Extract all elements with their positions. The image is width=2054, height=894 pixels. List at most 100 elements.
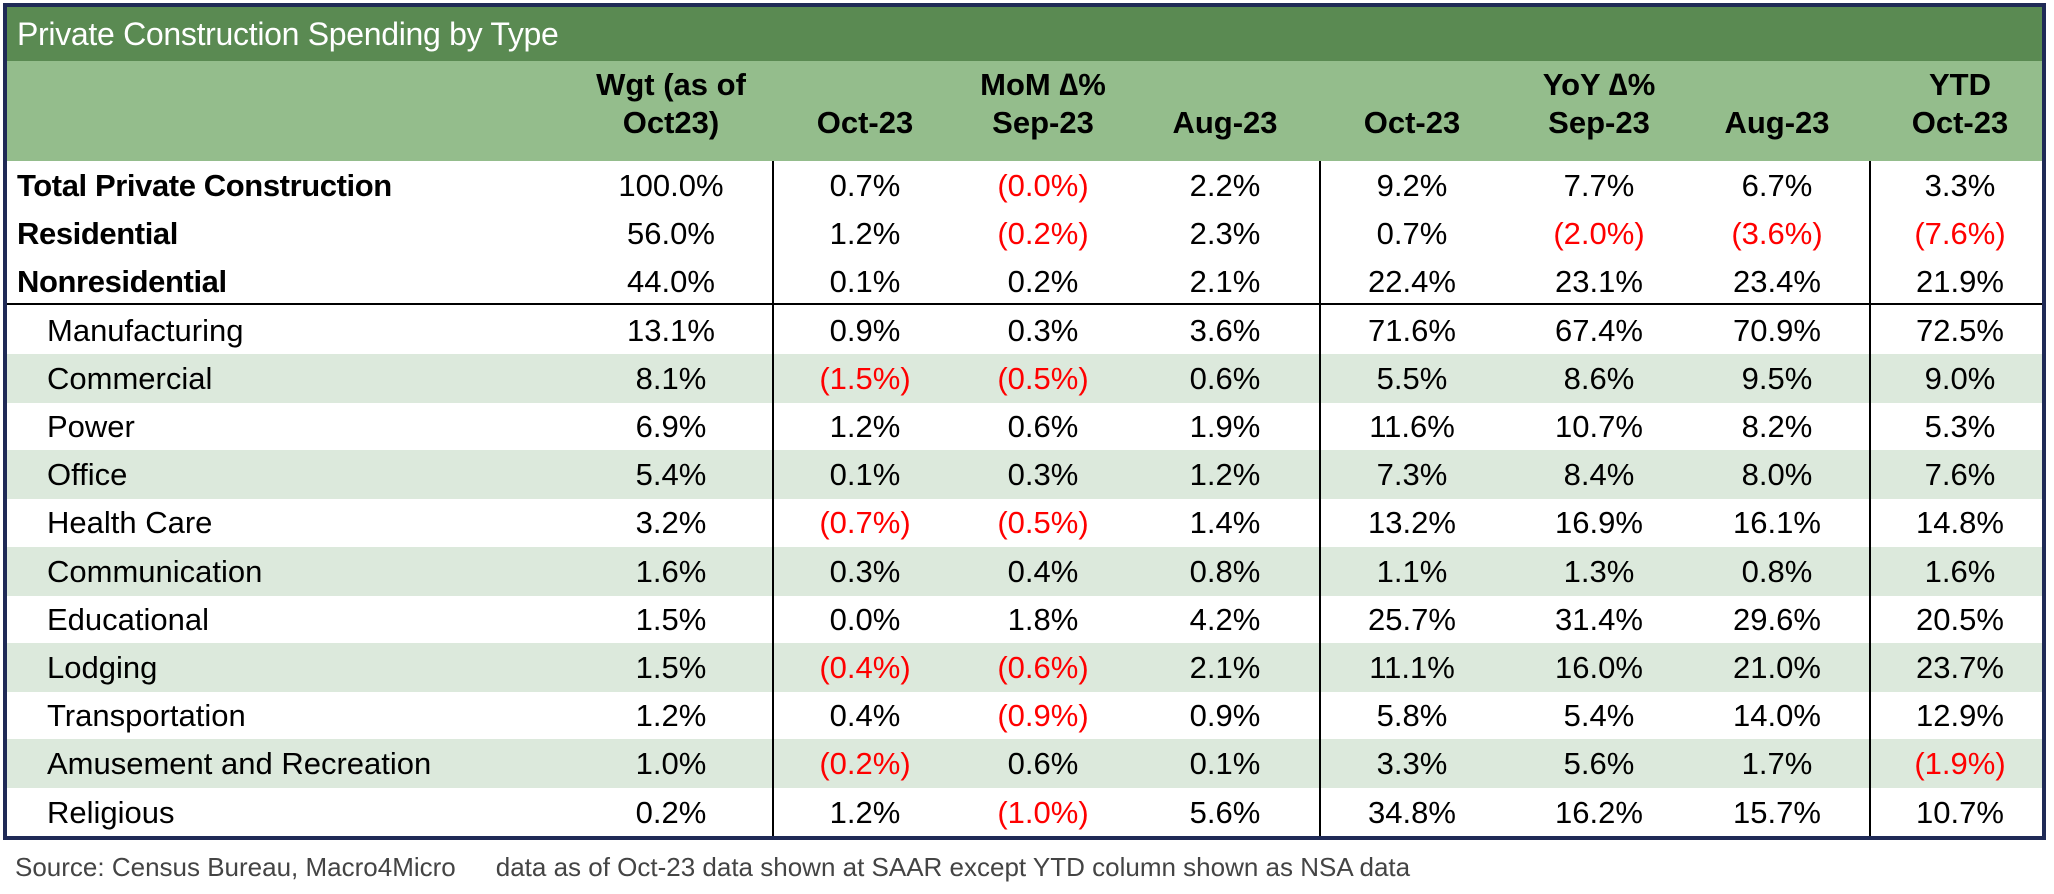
cell-mom-oct: 0.3% bbox=[829, 553, 901, 589]
cell-mom-sep: (1.0%) bbox=[997, 794, 1089, 830]
table-row: Religious 0.2% 1.2% (1.0%) 5.6% 34.8% 16.2% 15.… bbox=[7, 788, 2042, 837]
cell-mom-oct: (0.2%) bbox=[819, 746, 911, 782]
cell-mom-oct: 0.4% bbox=[829, 698, 901, 734]
table-row: Health Care 3.2% (0.7%) (0.5%) 1.4% 13.2% 16.9… bbox=[7, 498, 2042, 547]
cell-mom-oct: 0.9% bbox=[829, 312, 901, 348]
cell-ytd-oct: 23.7% bbox=[1916, 650, 2004, 685]
cell-mom-sep: (0.2%) bbox=[997, 216, 1089, 252]
cell-mom-oct: 1.2% bbox=[829, 409, 901, 444]
row-label: Nonresidential bbox=[17, 264, 227, 300]
table-row: Transportation 1.2% 0.4% (0.9%) 0.9% 5.8% 5.4%… bbox=[7, 691, 2042, 740]
row-label: Power bbox=[47, 409, 135, 444]
cell-mom-aug: 0.1% bbox=[1189, 746, 1261, 782]
cell-ytd-oct: 12.9% bbox=[1916, 698, 2004, 734]
cell-yoy-aug: 15.7% bbox=[1733, 794, 1821, 830]
cell-yoy-aug: 23.4% bbox=[1733, 264, 1821, 300]
cell-wgt: 13.1% bbox=[627, 312, 715, 348]
cell-yoy-aug: 8.2% bbox=[1741, 409, 1813, 444]
row-label: Religious bbox=[47, 794, 175, 830]
table-row: Total Private Construction 100.0% 0.7% (0.0… bbox=[7, 161, 2042, 210]
cell-wgt: 1.5% bbox=[635, 601, 707, 637]
source-footnote: Source: Census Bureau, Macro4Micro data a… bbox=[15, 850, 1410, 884]
cell-yoy-oct: 0.7% bbox=[1376, 216, 1448, 252]
cell-ytd-oct: 3.3% bbox=[1924, 168, 1996, 203]
cell-yoy-oct: 5.8% bbox=[1376, 698, 1448, 734]
table-row: Office 5.4% 0.1% 0.3% 1.2% 7.3% 8.4% 8.0% 7.6% bbox=[7, 450, 2042, 500]
cell-mom-oct: (1.5%) bbox=[819, 360, 911, 396]
header-col-yoy-aug: Aug-23 bbox=[1724, 105, 1830, 140]
header-col-yoy-sep: Sep-23 bbox=[1548, 105, 1650, 140]
cell-wgt: 1.6% bbox=[635, 553, 707, 589]
cell-yoy-sep: 16.9% bbox=[1555, 505, 1643, 541]
cell-mom-sep: 0.3% bbox=[1007, 457, 1079, 493]
cell-yoy-aug: 9.5% bbox=[1741, 360, 1813, 396]
cell-yoy-oct: 5.5% bbox=[1376, 360, 1448, 396]
cell-mom-oct: 0.7% bbox=[829, 168, 901, 203]
cell-wgt: 1.5% bbox=[635, 650, 707, 685]
divider-yoy bbox=[1869, 161, 1871, 836]
cell-mom-oct: 1.2% bbox=[829, 216, 901, 252]
cell-yoy-sep: 5.4% bbox=[1563, 698, 1635, 734]
row-label: Communication bbox=[47, 553, 263, 589]
cell-mom-oct: 0.1% bbox=[829, 457, 901, 493]
cell-mom-oct: (0.4%) bbox=[819, 650, 911, 685]
divider-subtotal bbox=[7, 303, 2042, 305]
cell-yoy-sep: 16.2% bbox=[1555, 794, 1643, 830]
cell-yoy-oct: 7.3% bbox=[1376, 457, 1448, 493]
cell-yoy-sep: 5.6% bbox=[1563, 746, 1635, 782]
cell-wgt: 6.9% bbox=[635, 409, 707, 444]
header-col-mom-aug: Aug-23 bbox=[1172, 105, 1278, 140]
table-row: Residential 56.0% 1.2% (0.2%) 2.3% 0.7% (2.0%)… bbox=[7, 209, 2042, 258]
cell-yoy-oct: 22.4% bbox=[1368, 264, 1456, 300]
cell-ytd-oct: 5.3% bbox=[1924, 409, 1996, 444]
cell-ytd-oct: 72.5% bbox=[1916, 312, 2004, 348]
header-row: Wgt (as of Oct23) MoM ∆% YoY ∆% YTD Oct-… bbox=[7, 61, 2042, 161]
header-col-mom-oct: Oct-23 bbox=[816, 105, 914, 140]
cell-yoy-aug: 14.0% bbox=[1733, 698, 1821, 734]
cell-mom-oct: 0.0% bbox=[829, 601, 901, 637]
cell-yoy-aug: 70.9% bbox=[1733, 312, 1821, 348]
row-label: Commercial bbox=[47, 360, 213, 396]
header-col-ytd-oct: Oct-23 bbox=[1911, 105, 2009, 140]
header-mom-group: MoM ∆% bbox=[980, 67, 1106, 102]
cell-wgt: 3.2% bbox=[635, 505, 707, 541]
cell-mom-oct: (0.7%) bbox=[819, 505, 911, 541]
cell-ytd-oct: 20.5% bbox=[1916, 601, 2004, 637]
cell-mom-sep: 0.3% bbox=[1007, 312, 1079, 348]
cell-mom-sep: (0.9%) bbox=[997, 698, 1089, 734]
cell-yoy-sep: 1.3% bbox=[1563, 553, 1635, 589]
cell-wgt: 1.2% bbox=[635, 698, 707, 734]
table-row: Amusement and Recreation 1.0% (0.2%) 0.6% 0.… bbox=[7, 739, 2042, 789]
cell-wgt: 5.4% bbox=[635, 457, 707, 493]
cell-yoy-aug: 8.0% bbox=[1741, 457, 1813, 493]
cell-ytd-oct: 10.7% bbox=[1916, 794, 2004, 830]
cell-mom-sep: (0.5%) bbox=[997, 505, 1089, 541]
divider-wgt bbox=[772, 161, 774, 836]
table-row: Communication 1.6% 0.3% 0.4% 0.8% 1.1% 1.3% 0.8… bbox=[7, 546, 2042, 596]
cell-yoy-aug: 29.6% bbox=[1733, 601, 1821, 637]
cell-mom-aug: 0.6% bbox=[1189, 360, 1261, 396]
cell-mom-aug: 0.8% bbox=[1189, 553, 1261, 589]
row-label: Amusement and Recreation bbox=[47, 746, 432, 782]
cell-wgt: 56.0% bbox=[627, 216, 715, 252]
cell-yoy-aug: 21.0% bbox=[1733, 650, 1821, 685]
cell-mom-sep: 0.6% bbox=[1007, 746, 1079, 782]
table-row: Manufacturing 13.1% 0.9% 0.3% 3.6% 71.6% 67.4%… bbox=[7, 306, 2042, 355]
table-row: Power 6.9% 1.2% 0.6% 1.9% 11.6% 10.7% 8.2% 5.3% bbox=[7, 402, 2042, 451]
cell-yoy-sep: 16.0% bbox=[1555, 650, 1643, 685]
table-title: Private Construction Spending by Type bbox=[7, 7, 2042, 61]
cell-wgt: 8.1% bbox=[635, 360, 707, 396]
header-col-yoy-oct: Oct-23 bbox=[1363, 105, 1461, 140]
cell-mom-aug: 1.9% bbox=[1189, 409, 1261, 444]
cell-yoy-sep: 10.7% bbox=[1555, 409, 1643, 444]
cell-mom-aug: 1.4% bbox=[1189, 505, 1261, 541]
cell-mom-aug: 5.6% bbox=[1189, 794, 1261, 830]
cell-mom-aug: 2.1% bbox=[1189, 650, 1261, 685]
row-label: Educational bbox=[47, 601, 210, 637]
cell-mom-sep: 0.2% bbox=[1007, 264, 1079, 300]
cell-yoy-sep: 23.1% bbox=[1555, 264, 1643, 300]
cell-yoy-oct: 25.7% bbox=[1368, 601, 1456, 637]
table-row: Lodging 1.5% (0.4%) (0.6%) 2.1% 11.1% 16.0% 21.… bbox=[7, 643, 2042, 692]
table-row: Commercial 8.1% (1.5%) (0.5%) 0.6% 5.5% 8.6% 9.… bbox=[7, 353, 2042, 403]
row-label: Office bbox=[47, 457, 128, 493]
